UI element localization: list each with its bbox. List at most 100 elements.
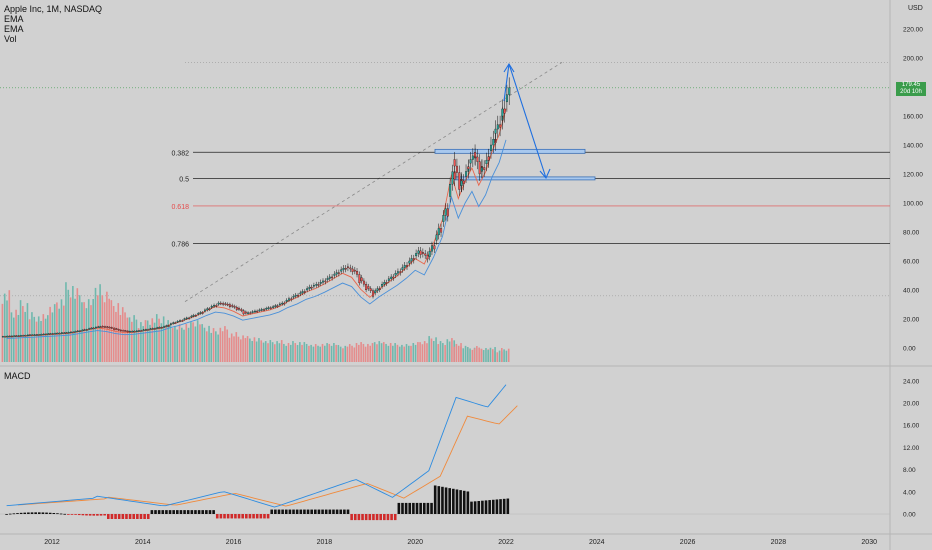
volume-bar [387, 345, 390, 362]
macd-histogram-bar [259, 514, 263, 519]
macd-histogram-bar [295, 509, 299, 514]
volume-bar [310, 344, 312, 362]
macd-histogram-bar [466, 491, 470, 514]
candle-body [467, 166, 470, 170]
candle-body [247, 312, 250, 314]
volume-bar [464, 345, 467, 362]
candle-body [167, 325, 170, 327]
candle-body [294, 294, 297, 297]
candle-body [133, 330, 136, 333]
candle-body [83, 329, 86, 331]
macd-histogram-bar [502, 498, 506, 514]
volume-bar [283, 343, 285, 362]
candle-body [54, 333, 57, 335]
macd-histogram-bar [183, 510, 186, 514]
macd-histogram-bar [353, 514, 357, 521]
volume-bar [328, 343, 331, 362]
fibonacci-levels: 0.382 0.5 0.618 0.786 [171, 148, 890, 249]
volume-bar [269, 340, 272, 362]
volume-bar [321, 343, 324, 362]
macd-histogram-bar [186, 510, 190, 514]
candle-body [51, 333, 54, 335]
candle-body [335, 272, 338, 275]
volume-bar [491, 349, 494, 362]
candle-body [219, 302, 222, 305]
ema-legend-1[interactable]: EMA [4, 14, 24, 24]
price-axis: 220.00200.00180.00160.00140.00120.00100.… [903, 27, 923, 353]
symbol-title[interactable]: Apple Inc, 1M, NASDAQ [4, 4, 103, 14]
candle-body [15, 335, 18, 337]
candle-body [192, 315, 195, 317]
volume-bar [312, 346, 315, 362]
volume-bar [117, 303, 120, 362]
volume-bar [419, 342, 421, 362]
macd-histogram-bar [212, 510, 215, 514]
candle-body [76, 330, 79, 333]
candle-body [222, 303, 225, 305]
candle-body [412, 258, 415, 261]
ema-legend-2[interactable]: EMA [4, 24, 24, 34]
volume-bar [285, 345, 287, 362]
volume-bar [439, 341, 442, 362]
candle-body [40, 334, 43, 336]
price-tick-3: 160.00 [903, 114, 923, 121]
candle-body [394, 273, 397, 276]
candle-body [342, 268, 345, 270]
volume-bar [392, 345, 394, 362]
macd-histogram-bar [379, 514, 382, 521]
macd-histogram-bar [208, 510, 212, 514]
macd-histogram-bar [346, 509, 350, 514]
volume-bar [469, 348, 471, 362]
macd-histogram-bar [161, 510, 165, 514]
volume-bar [507, 348, 510, 362]
candle-body [42, 333, 45, 336]
volume-bar [12, 317, 15, 362]
volume-bar [65, 282, 67, 362]
candle-body [201, 312, 204, 314]
macd-histogram-bar [37, 512, 41, 514]
candle-body [358, 274, 361, 284]
candle-body [210, 306, 213, 308]
macd-histogram-bar [201, 510, 205, 514]
volume-bar [47, 315, 49, 362]
volume-bar [239, 339, 242, 362]
volume-bar [355, 343, 358, 362]
macd-histogram-bar [368, 514, 372, 521]
volume-bar [203, 327, 206, 362]
candle-body [453, 159, 456, 167]
candle-body [145, 329, 148, 331]
macd-histogram-bar [419, 502, 422, 514]
volume-bar [246, 336, 249, 362]
candle-body [90, 327, 93, 330]
candle-body [331, 276, 334, 279]
candle-body [106, 326, 109, 328]
volume-bar [389, 343, 392, 362]
macd-legend[interactable]: MACD [4, 371, 31, 381]
candle-body [276, 305, 279, 307]
candle-body [496, 124, 499, 130]
candle-body [465, 171, 468, 177]
volume-bar [215, 331, 217, 362]
volume-bar [267, 343, 269, 362]
volume-bar [178, 324, 181, 362]
volume-bar [478, 347, 480, 362]
volume-bar [176, 329, 179, 362]
candle-body [47, 333, 50, 335]
candle-body [260, 309, 263, 311]
volume-legend[interactable]: Vol [4, 34, 17, 44]
candle-body [79, 330, 82, 333]
candle-body [315, 284, 318, 286]
macd-histogram-bar [99, 514, 103, 516]
volume-bar [185, 324, 188, 362]
volume-bar [314, 344, 317, 362]
macd-histogram-bar [470, 501, 473, 514]
candle-body [156, 327, 159, 329]
volume-bar [362, 343, 365, 362]
candle-body [8, 335, 11, 338]
candle-body [310, 286, 313, 289]
macd-tick-3: 12.00 [903, 445, 920, 452]
candle-body [428, 251, 431, 257]
candle-body [483, 167, 486, 170]
macd-histogram-bar [132, 514, 136, 519]
